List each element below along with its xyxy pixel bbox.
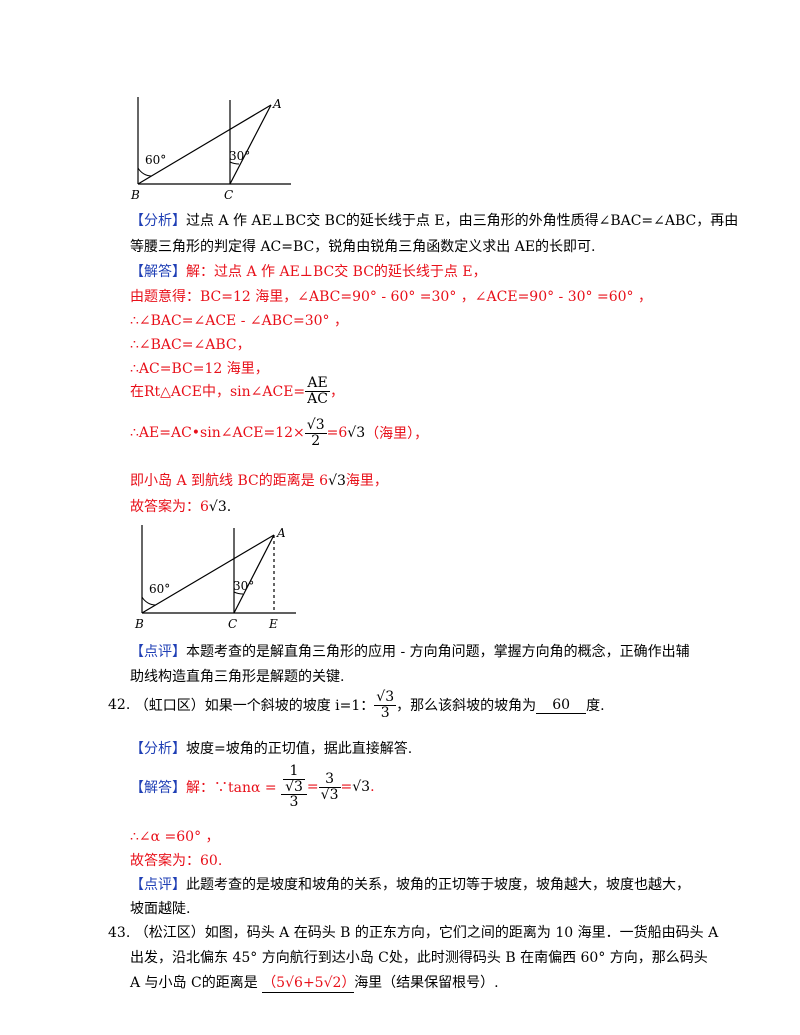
- question-number: 43.: [108, 925, 131, 941]
- q42-comment-line-1: 【点评】此题考查的是坡度和坡角的关系，坡角的正切等于坡度，坡角越大，坡度也越大，: [130, 877, 690, 893]
- angle-arc-b: [141, 596, 157, 606]
- figure-1: 60° 30° A B C: [130, 97, 291, 202]
- angle-arc-c: [229, 161, 240, 165]
- fig1-angle-c: 30°: [229, 149, 250, 163]
- q42-analysis: 【分析】坡度=坡角的正切值，据此直接解答.: [130, 741, 413, 757]
- analysis-tag: 【分析】: [130, 213, 186, 229]
- fig1-label-b: B: [130, 188, 140, 202]
- fig2-label-b: B: [134, 617, 144, 631]
- segment-ba: [141, 534, 275, 614]
- compound-fraction: 1 √3 3: [281, 764, 307, 810]
- q43-line-2: 出发，沿北偏东 45° 方向航行到达小岛 C处，此时测得码头 B 在南偏西 60…: [130, 950, 708, 966]
- fig2-angle-c: 30°: [233, 579, 254, 593]
- angle-arc-c: [233, 591, 244, 595]
- q41-answer-line-2: 由题意得：BC=12 海里，∠ABC=90° - 60° =30° ，∠ACE=…: [130, 289, 652, 305]
- fig1-angle-b: 60°: [145, 153, 166, 167]
- q41-answer-line-4: ∴∠BAC=∠ABC，: [130, 337, 251, 353]
- fig1-label-c: C: [224, 188, 233, 202]
- q41-answer-line-3: ∴∠BAC=∠ACE - ∠ABC=30° ，: [130, 313, 348, 329]
- segment-ca: [233, 534, 275, 614]
- q41-answer-line-7: ∴AE=AC•sin∠ACE=12× √3 2 =6√3（海里），: [130, 417, 429, 449]
- sqrt-3: √3: [328, 473, 346, 489]
- fig2-label-e: E: [268, 617, 278, 631]
- comment-tag: 【点评】: [130, 644, 186, 660]
- fraction-ae-ac: AE AC: [305, 375, 330, 407]
- q41-answer-line-1: 【解答】解：过点 A 作 AE⊥BC交 BC的延长线于点 E，: [130, 264, 487, 280]
- q41-answer-line-8: 即小岛 A 到航线 BC的距离是 6√3海里，: [130, 473, 388, 489]
- q42-answer-line-1: 【解答】解：∵tanα = 1 √3 3 = 3 √3 =√3.: [130, 763, 375, 811]
- q42-comment-line-2: 坡面越陡.: [130, 901, 191, 917]
- answer-blank: 60: [536, 697, 587, 714]
- angle-arc-b: [137, 167, 153, 177]
- q42-stem: 42. （虹口区）如果一个斜坡的坡度 i=1： √3 3 ，那么该斜坡的坡角为 60 度.: [108, 689, 605, 721]
- sqrt-3: √3: [347, 425, 366, 442]
- q42-answer-line-2: ∴∠α =60° ，: [130, 829, 220, 845]
- q41-analysis-line-2: 等腰三角形的判定得 AC=BC，锐角由锐角三角函数定义求出 AE的长即可.: [130, 239, 596, 255]
- q43-line-1: 43. （松江区）如图，码头 A 在码头 B 的正东方向，它们之间的距离为 10…: [108, 925, 719, 941]
- answer-blank: （5√6+5√2）: [262, 972, 355, 993]
- fraction-3-over-sqrt3: 3 √3: [318, 770, 341, 803]
- segment-ba: [137, 104, 272, 185]
- fig2-label-a: A: [276, 526, 286, 540]
- answer-tag: 【解答】: [130, 264, 186, 280]
- fraction-sqrt3-over-2: √3 2: [304, 417, 327, 449]
- fraction-sqrt3-over-3: √3 3: [374, 689, 397, 721]
- q41-answer-line-6: 在Rt△ACE中，sin∠ACE= AE AC，: [130, 375, 344, 407]
- fig2-label-c: C: [228, 617, 237, 631]
- question-number: 42.: [108, 697, 131, 714]
- q41-comment-line-1: 【点评】本题考查的是解直角三角形的应用 - 方向角问题，掌握方向角的概念，正确作…: [130, 644, 690, 660]
- q41-analysis-line-1: 【分析】过点 A 作 AE⊥BC交 BC的延长线于点 E，由三角形的外角性质得∠…: [130, 213, 739, 229]
- segment-ca: [229, 104, 272, 185]
- q41-answer-line-9: 故答案为：6√3.: [130, 499, 232, 515]
- fig2-angle-b: 60°: [149, 582, 170, 596]
- figure-2: 60° 30° A B C E: [134, 525, 296, 631]
- q42-answer-line-3: 故答案为：60.: [130, 853, 223, 869]
- sqrt-3: √3: [208, 499, 227, 515]
- fig1-label-a: A: [272, 97, 282, 111]
- q41-answer-line-5: ∴AC=BC=12 海里，: [130, 361, 269, 377]
- q41-comment-line-2: 助线构造直角三角形是解题的关键.: [130, 669, 345, 685]
- sqrt-3: √3: [352, 779, 371, 796]
- q43-line-3: A 与小岛 C的距离是 （5√6+5√2）海里（结果保留根号）.: [130, 972, 499, 993]
